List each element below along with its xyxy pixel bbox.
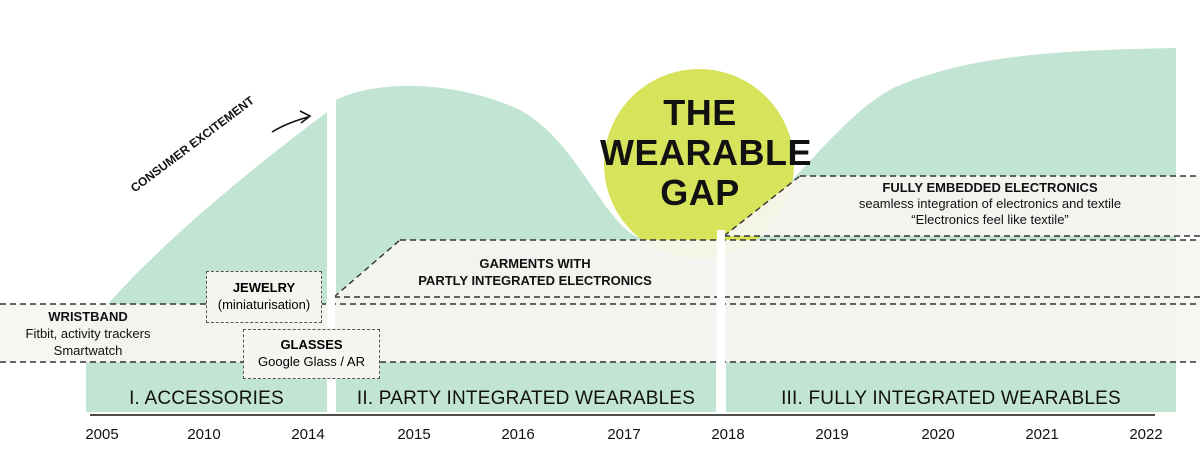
year-label: 2017: [607, 426, 641, 443]
phase-label-partly: II. PARTY INTEGRATED WEARABLES: [356, 388, 696, 409]
phase-block-accessories: [86, 378, 327, 412]
year-label: 2005: [85, 426, 119, 443]
wristband-line1: Fitbit, activity trackers: [25, 326, 151, 341]
year-label: 2022: [1129, 426, 1163, 443]
wristband-label: WRISTBAND Fitbit, activity trackers Smar…: [0, 308, 176, 359]
jewelry-sub: (miniaturisation): [217, 297, 311, 312]
phase-label-fully: III. FULLY INTEGRATED WEARABLES: [781, 388, 1121, 409]
phase-label-accessories: I. ACCESSORIES: [129, 388, 284, 409]
year-label: 2010: [187, 426, 221, 443]
jewelry-box: JEWELRY (miniaturisation): [206, 271, 322, 323]
wearable-gap-circle: [604, 69, 794, 259]
gap-line: GAP: [660, 172, 740, 213]
embedded-line1: seamless integration of electronics and …: [858, 196, 1122, 211]
phase-separator: [717, 230, 725, 415]
year-label: 2014: [291, 426, 325, 443]
phase-block-partly: [336, 378, 716, 412]
phase-block-fully: [726, 378, 1176, 412]
embedded-line2: “Electronics feel like textile”: [911, 212, 1069, 227]
embedded-label: FULLY EMBEDDED ELECTRONICS seamless inte…: [815, 180, 1165, 228]
glasses-sub: Google Glass / AR: [258, 354, 365, 369]
year-label: 2015: [397, 426, 431, 443]
embedded-title: FULLY EMBEDDED ELECTRONICS: [882, 180, 1098, 195]
garments-line1: GARMENTS WITH: [479, 256, 591, 271]
wearable-gap-title: THE WEARABLE GAP: [600, 92, 812, 213]
year-label: 2021: [1025, 426, 1059, 443]
wristband-title: WRISTBAND: [48, 309, 128, 324]
glasses-box: GLASSES Google Glass / AR: [243, 329, 380, 379]
glasses-title: GLASSES: [280, 337, 343, 352]
garments-line2: PARTLY INTEGRATED ELECTRONICS: [418, 273, 652, 288]
dash-line: [333, 239, 401, 298]
garments-band: [334, 240, 1200, 304]
year-label: 2020: [921, 426, 955, 443]
year-label: 2019: [815, 426, 849, 443]
lower-band: [330, 304, 1200, 362]
gap-line: THE: [663, 92, 737, 133]
phase-separator: [328, 95, 335, 415]
garments-label: GARMENTS WITH PARTLY INTEGRATED ELECTRON…: [380, 255, 690, 289]
wristband-line2: Smartwatch: [53, 343, 123, 358]
embedded-band: [724, 176, 1200, 236]
year-label: 2018: [711, 426, 745, 443]
gap-line: WEARABLE: [600, 132, 812, 173]
excitement-arrow: [271, 110, 312, 133]
dash-line: [723, 175, 801, 237]
jewelry-title: JEWELRY: [232, 280, 296, 295]
dashed-guides: [0, 175, 1200, 363]
year-label: 2016: [501, 426, 535, 443]
